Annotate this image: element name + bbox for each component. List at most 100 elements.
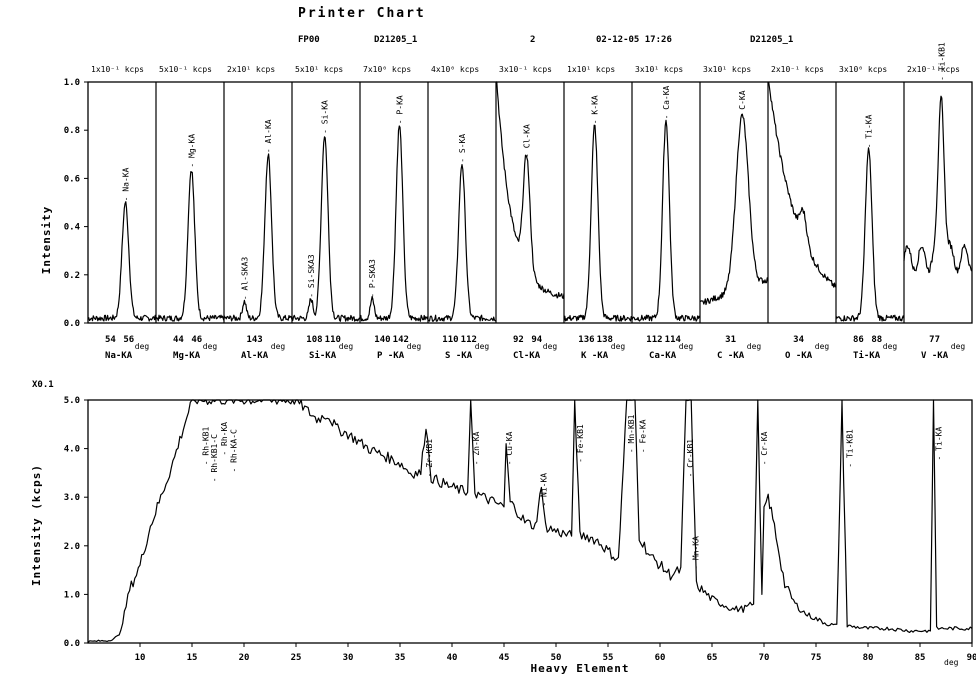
panel-trace [699,113,769,306]
panel-element-label: C -KA [717,351,745,361]
x-tick-label: 75 [811,653,822,663]
minor-peak-label: - P-SKA3 [368,259,377,298]
deg-label: deg [815,342,830,351]
peak-annotation: - Zn-KA [472,431,481,465]
panel-scale: 1x10¹ kcps [567,65,615,74]
sample-id-2: D21205_1 [750,35,793,45]
multiplier-label: X0.1 [32,380,54,390]
panel-element-label: Ti-KA [853,350,881,361]
minor-peak-label: - Al-SKA3 [240,257,249,301]
deg-label: deg [883,342,898,351]
panel-element-label: Na-KA [105,351,133,361]
deg-label: deg [271,342,286,351]
x-tick-label: 80 [863,653,874,663]
x-tick-label: 65 [707,653,718,663]
x-tick-label: 20 [239,653,250,663]
panel-tick-label: 112 [461,335,477,345]
x-tick-label: 60 [655,653,666,663]
panel-element-label: Cl-KA [513,351,541,361]
peak-label: - S-KA [458,134,467,163]
panel-scale: 5x10¹ kcps [295,65,343,74]
deg-label: deg [203,342,218,351]
panel-scale: 5x10⁻¹ kcps [159,65,212,74]
peak-annotation: - Fe-KA [638,419,647,453]
peak-annotation: - Rh-KA-C [230,429,239,473]
peak-label: - P-KA [395,95,404,124]
panel-scale: 3x10¹ kcps [703,65,751,74]
x-tick-label: 50 [551,653,562,663]
panel-trace [155,171,225,322]
panel-tick-label: 44 [173,335,184,345]
date-time: 02-12-05 17:26 [596,35,672,45]
y-tick-label: 0.6 [64,174,80,184]
panel-tick-label: 140 [374,335,390,345]
peak-label: - Ti-KA [865,114,874,148]
peak-label: - C-KA [738,90,747,119]
y-tick-label: 1.0 [64,590,80,600]
panel-tick-label: 46 [191,335,202,345]
panel-tick-label: 86 [853,335,864,345]
sample-id: D21205_1 [374,35,417,45]
panel-scale: 1x10⁻¹ kcps [91,65,144,74]
x-tick-label: 70 [759,653,770,663]
heavy-element-chart: 0.0 1.0 2.0 3.0 4.0 5.0 10 15 20 25 30 35 40 45 50 55 60… [64,396,976,663]
panel-tick-label: 54 [105,335,116,345]
panel-element-label: Al-KA [241,351,269,361]
y-tick-label: 0.0 [64,319,80,329]
peak-label: - K-KA [591,95,600,124]
peak-annotation: - Rh-KB1-C [210,434,219,482]
panel-tick-label: 31 [725,335,736,345]
peak-annotation: - Zr-KB1 [425,439,434,478]
panel-tick-label: 142 [393,335,409,345]
y-tick-label: 2.0 [64,542,80,552]
panel-element-label: K -KA [581,351,609,361]
panel-trace [563,124,633,322]
peak-annotation: - Ti-KA [935,427,944,461]
peak-annotation: - Fe-KB1 [576,424,585,463]
panel-trace [427,164,497,322]
y-tick-label: 4.0 [64,445,80,455]
peak-label: - Al-KA [264,119,273,153]
peak-annotation: - Rh-KA [220,422,229,456]
deg-label: deg [475,342,490,351]
panel-tick-label: 138 [597,335,613,345]
deg-label: deg [543,342,558,351]
peak-annotation: - Cr-KB1 [686,439,695,478]
peak-label: - Si-KA [321,100,330,134]
panel-element-label: V -KA [921,351,949,361]
panel-trace [87,201,157,322]
minor-peak-label: - Si-SKA3 [307,254,316,298]
panel-scale: 3x10¹ kcps [635,65,683,74]
x-tick-label: 40 [447,653,458,663]
panel-element-label: O -KA [785,351,813,361]
peak-label: - Ti-KB1 [937,42,946,81]
panel-scale: 3x10⁻¹ kcps [499,65,552,74]
panel-tick-label: 143 [246,335,262,345]
top-panel-chart: 0.0 0.2 0.4 0.6 0.8 1.0 1x10⁻¹ kcps - Na-KA 54 56… [64,42,973,361]
deg-label: deg [747,342,762,351]
panel-trace [767,81,837,288]
peak-annotation: - Ni-KA [540,473,549,507]
x-tick-label: 10 [135,653,146,663]
peak-annotation: - Cr-KA [760,431,769,465]
peak-annotation: - Cu-KA [505,431,514,465]
peak-label: - Na-KA [121,167,130,201]
y-tick-label: 0.2 [64,271,80,281]
panel-tick-label: 112 [646,335,662,345]
x-tick-label: 25 [291,653,302,663]
panel-element-label: Mg-KA [173,351,201,361]
panel-tick-label: 108 [306,335,322,345]
deg-label: deg [407,342,422,351]
panel-tick-label: 110 [442,335,458,345]
y-tick-label: 1.0 [64,78,80,88]
deg-label: deg [951,342,966,351]
